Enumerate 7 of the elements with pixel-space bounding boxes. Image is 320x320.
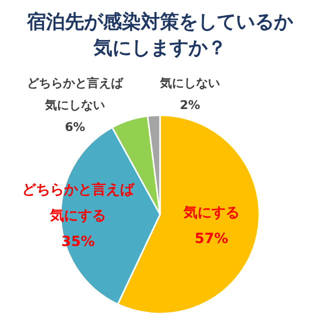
- slice-label: 気にする: [182, 204, 240, 221]
- data-label: 57%: [194, 230, 228, 247]
- data-label: 6%: [64, 120, 86, 134]
- chart-title: 宿泊先が感染対策をしているか気にしますか？: [26, 11, 294, 59]
- data-label: 2%: [180, 98, 200, 112]
- slice-label: どちらかと言えば気にしない: [27, 76, 124, 112]
- slice-label: 気にしない: [159, 76, 220, 90]
